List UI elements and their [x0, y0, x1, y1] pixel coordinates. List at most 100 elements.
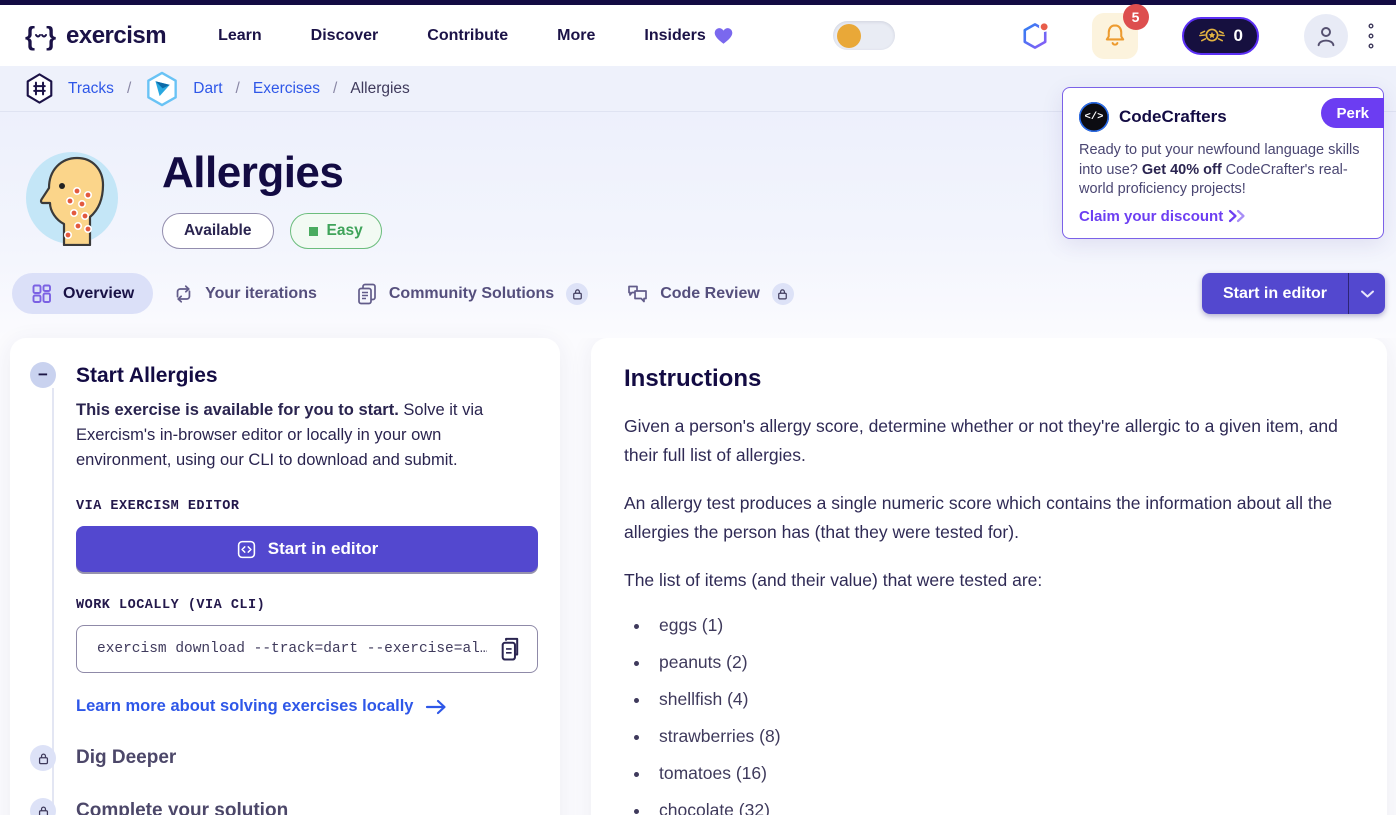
theme-toggle-knob: [836, 23, 861, 48]
step-start-description: This exercise is available for you to st…: [76, 401, 484, 470]
tab-code-review[interactable]: Code Review: [607, 273, 813, 314]
svg-text:}: }: [46, 21, 56, 51]
exercise-header: Perk </> CodeCrafters Ready to put your …: [0, 87, 1396, 339]
codecrafters-perk-card[interactable]: Perk </> CodeCrafters Ready to put your …: [1062, 87, 1384, 239]
top-accent-strip: [0, 0, 1396, 5]
more-menu-kebab-icon[interactable]: [1364, 18, 1378, 54]
claim-discount-link[interactable]: Claim your discount: [1079, 208, 1248, 225]
reputation-hexagon-icon[interactable]: [1020, 21, 1050, 50]
instructions-paragraph: Given a person's allergy score, determin…: [624, 416, 1338, 466]
perk-body-text: Ready to put your newfound language skil…: [1079, 142, 1360, 198]
lock-badge: [771, 282, 794, 305]
chevron-right-icon: [1226, 209, 1248, 223]
minus-step-icon: −: [30, 362, 56, 389]
instructions-paragraph: The list of items (and their value) that…: [624, 570, 1043, 591]
nav-menu: Learn Discover Contribute More Insiders: [218, 21, 895, 50]
difficulty-badge: Easy: [289, 213, 382, 250]
claim-discount-label: Claim your discount: [1079, 207, 1224, 225]
learn-more-label: Learn more about solving exercises local…: [76, 697, 414, 716]
badges-row: Available Easy: [162, 213, 382, 250]
start-in-editor-button[interactable]: Start in editor: [1201, 273, 1348, 315]
perk-badge: Perk: [1321, 98, 1384, 128]
tracks-hexagon-icon: [24, 72, 55, 105]
bell-icon: [1102, 22, 1128, 50]
breadcrumb-dart-link[interactable]: Dart: [193, 79, 223, 97]
codecrafters-name: CodeCrafters: [1119, 107, 1227, 126]
list-item: strawberries (8): [651, 726, 1355, 747]
code-file-icon: [236, 539, 257, 560]
step-complete-solution[interactable]: Complete your solution: [30, 798, 538, 815]
step-start-title: Start Allergies: [76, 364, 218, 388]
list-item: chocolate (32): [651, 800, 1355, 815]
nav-right-cluster: 5 0: [1020, 3, 1378, 59]
timeline-line: [52, 388, 54, 815]
step-dig-deeper[interactable]: Dig Deeper: [30, 745, 538, 772]
person-icon: [1313, 23, 1339, 49]
start-in-editor-card-button[interactable]: Start in editor: [76, 526, 538, 573]
cli-command-text: exercism download --track=dart --exercis…: [97, 641, 487, 658]
main-content: − Start Allergies This exercise is avail…: [0, 338, 1396, 815]
tab-code-review-label: Code Review: [660, 284, 760, 302]
nav-item-more[interactable]: More: [557, 26, 596, 44]
lock-icon: [30, 798, 56, 815]
cli-command-box: exercism download --track=dart --exercis…: [76, 625, 538, 674]
chevron-down-icon: [1360, 289, 1375, 299]
list-item: shellfish (4): [651, 689, 1355, 710]
start-in-editor-split-button: Start in editor: [1201, 273, 1385, 315]
heart-icon: [713, 26, 734, 45]
nav-item-contribute[interactable]: Contribute: [427, 26, 509, 44]
theme-toggle[interactable]: [832, 21, 895, 50]
learn-more-link[interactable]: Learn more about solving exercises local…: [76, 697, 447, 716]
codecrafters-logo-icon: </>: [1079, 102, 1109, 132]
chat-bubbles-icon: [626, 282, 650, 306]
reputation-count: 0: [1233, 25, 1243, 45]
exercise-steps-card: − Start Allergies This exercise is avail…: [10, 338, 560, 815]
instructions-card: Instructions Given a person's allergy sc…: [591, 338, 1387, 815]
main-nav: { } exercism Learn Discover Contribute M…: [0, 3, 1396, 66]
notifications-button[interactable]: 5: [1091, 3, 1149, 59]
instructions-title: Instructions: [624, 365, 762, 393]
svg-text:{: {: [25, 21, 35, 51]
lock-icon: [30, 745, 56, 772]
exercism-logo-icon: { }: [24, 21, 58, 51]
work-locally-label: WORK LOCALLY (VIA CLI): [76, 598, 266, 614]
nav-item-discover[interactable]: Discover: [310, 26, 379, 44]
start-options-caret-button[interactable]: [1348, 273, 1385, 315]
breadcrumb-separator: /: [235, 79, 240, 97]
step-dig-deeper-title: Dig Deeper: [76, 747, 177, 769]
via-editor-label: VIA EXERCISM EDITOR: [76, 499, 240, 515]
breadcrumb-separator: /: [333, 79, 338, 97]
breadcrumb-tracks-link[interactable]: Tracks: [68, 79, 114, 97]
tab-overview-label: Overview: [63, 284, 135, 302]
tab-bar: Overview Your iterations: [0, 273, 1396, 315]
breadcrumb-current: Allergies: [350, 79, 410, 97]
grid-icon: [31, 283, 53, 305]
exercism-logo-text: exercism: [66, 21, 167, 49]
instructions-paragraph: An allergy test produces a single numeri…: [624, 493, 1333, 543]
reputation-counter[interactable]: 0: [1181, 16, 1259, 55]
difficulty-square-icon: [308, 226, 318, 236]
iterations-cycle-icon: [172, 283, 195, 305]
step-start: − Start Allergies This exercise is avail…: [30, 362, 538, 716]
nav-item-insiders[interactable]: Insiders: [644, 26, 733, 45]
copy-clipboard-button[interactable]: [497, 635, 524, 664]
arrow-right-icon: [425, 699, 447, 715]
lock-badge: [566, 282, 589, 305]
breadcrumb-exercises-link[interactable]: Exercises: [252, 79, 321, 97]
list-item: peanuts (2): [651, 652, 1355, 673]
codecrafters-brand: </> CodeCrafters: [1079, 102, 1367, 132]
list-item: tomatoes (16): [651, 763, 1355, 784]
nav-item-learn[interactable]: Learn: [218, 26, 262, 44]
status-badge: Available: [162, 213, 274, 250]
notification-count-badge: 5: [1122, 3, 1149, 30]
user-avatar-button[interactable]: [1304, 13, 1348, 58]
dart-track-icon: [144, 70, 180, 108]
documents-icon: [355, 282, 379, 306]
tab-your-iterations[interactable]: Your iterations: [153, 273, 336, 314]
tab-your-iterations-label: Your iterations: [205, 284, 317, 302]
exercism-logo[interactable]: { } exercism: [24, 21, 167, 51]
allergy-items-list: eggs (1) peanuts (2) shellfish (4) straw…: [624, 615, 1355, 815]
allergies-exercise-icon: [24, 150, 120, 246]
tab-overview[interactable]: Overview: [12, 273, 154, 315]
tab-community-solutions[interactable]: Community Solutions: [336, 273, 607, 314]
